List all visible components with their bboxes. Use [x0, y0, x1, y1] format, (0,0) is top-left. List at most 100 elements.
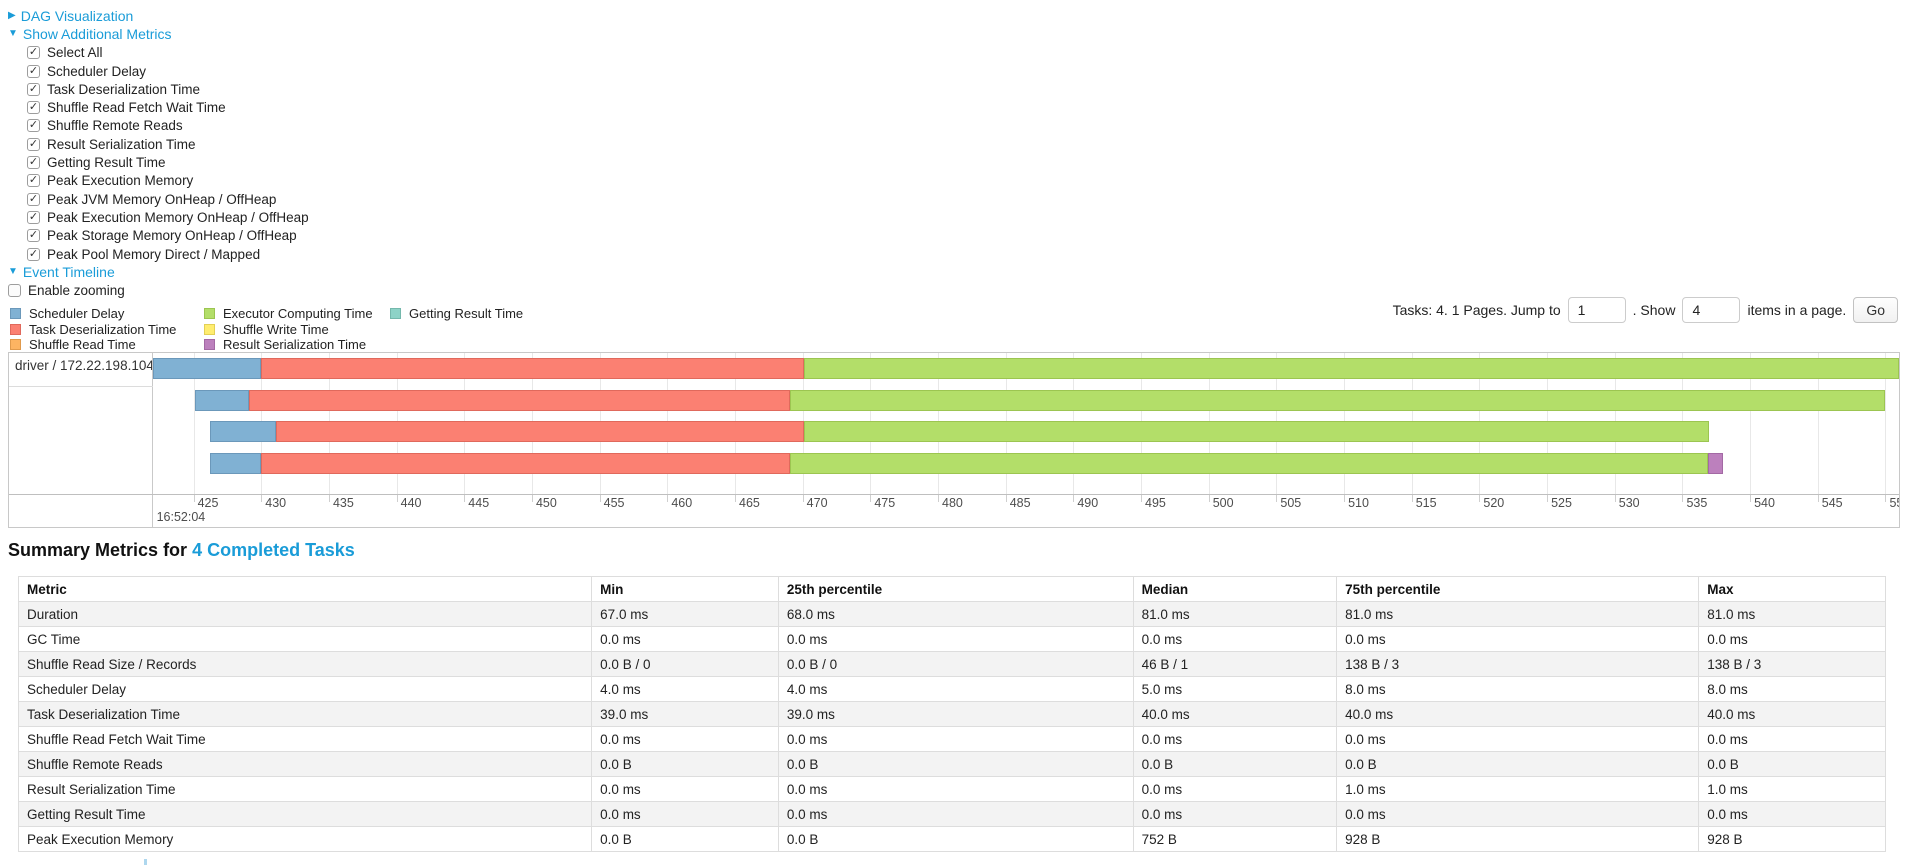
summary-cell: 0.0 ms	[591, 776, 779, 802]
stage-controls: ▶ DAG Visualization ▼ Show Additional Me…	[8, 7, 309, 300]
axis-tick	[1141, 495, 1143, 502]
summary-cell: 0.0 ms	[591, 726, 779, 752]
axis-tick	[1682, 495, 1684, 502]
summary-cell: 0.0 ms	[777, 776, 1134, 802]
timeline-bar-result_serialization[interactable]	[1708, 453, 1724, 474]
axis-tick-label: 475	[874, 496, 896, 510]
axis-tick	[396, 495, 398, 502]
axis-tick-label: 455	[603, 496, 625, 510]
timeline-bar-deserialization[interactable]	[276, 421, 805, 442]
timeline-bar-executor_computing[interactable]	[790, 453, 1709, 474]
col-header-median: Median	[1132, 576, 1338, 602]
legend-label-task-deserialization-time: Task Deserialization Time	[29, 321, 177, 337]
event-timeline-toggle[interactable]: ▼ Event Timeline	[8, 263, 309, 281]
timeline-bar-executor_computing[interactable]	[804, 421, 1710, 442]
axis-tick	[531, 495, 533, 502]
summary-cell: 138 B / 3	[1698, 651, 1886, 677]
checkbox-peak-storage-memory-onheap-offheap[interactable]: ✓	[27, 229, 40, 243]
timeline-bar-scheduler_delay[interactable]	[153, 358, 262, 379]
summary-cell: 0.0 B	[777, 751, 1134, 777]
checkbox-label-shuffle-read-fetch-wait-time: Shuffle Read Fetch Wait Time	[47, 100, 226, 116]
checkbox-peak-execution-memory[interactable]: ✓	[27, 174, 40, 188]
legend-column: Scheduler Delay Task Deserialization Time…	[10, 306, 204, 353]
axis-tick-label: 530	[1618, 496, 1640, 510]
metric-name-cell: Shuffle Read Size / Records	[17, 651, 593, 677]
axis-tick-label: 525	[1551, 496, 1572, 510]
enable-zooming-checkbox[interactable]	[8, 284, 21, 298]
clipped-next-section-artifact	[144, 859, 147, 865]
expanded-arrow-icon: ▼	[8, 28, 18, 40]
axis-tick-label: 460	[671, 496, 693, 510]
checkbox-peak-execution-memory-onheap-offheap[interactable]: ✓	[27, 210, 40, 224]
time-axis-line	[9, 494, 1899, 495]
axis-tick-label: 520	[1483, 496, 1505, 510]
timeline-group-column: driver / 172.22.198.104	[9, 353, 153, 527]
show-additional-metrics-toggle[interactable]: ▼ Show Additional Metrics	[8, 25, 309, 43]
axis-tick-label: 540	[1754, 496, 1775, 510]
checkbox-peak-pool-memory-direct-mapped[interactable]: ✓	[27, 247, 40, 261]
completed-tasks-link[interactable]: 4 Completed Tasks	[192, 540, 355, 560]
summary-cell: 1.0 ms	[1336, 776, 1700, 802]
summary-cell: 0.0 ms	[1698, 626, 1886, 652]
summary-cell: 1.0 ms	[1698, 776, 1886, 802]
table-row-shuffle-remote-reads: Shuffle Remote Reads 0.0 B 0.0 B 0.0 B 0.0 B…	[17, 751, 1886, 777]
axis-tick-label: 480	[942, 496, 963, 510]
legend-label-shuffle-write-time: Shuffle Write Time	[223, 321, 329, 337]
table-row-scheduler-delay: Scheduler Delay 4.0 ms 4.0 ms 5.0 ms 8.0 ms 8…	[17, 676, 1886, 702]
table-row-result-serialization-time: Result Serialization Time 0.0 ms 0.0 ms 0.0…	[17, 776, 1886, 802]
checkbox-scheduler-delay[interactable]: ✓	[27, 64, 40, 78]
timeline-bar-deserialization[interactable]	[261, 453, 791, 474]
timeline-bar-deserialization[interactable]	[261, 358, 804, 379]
items-per-page-input[interactable]	[1682, 297, 1741, 323]
axis-tick-label: 535	[1686, 496, 1708, 510]
dag-visualization-label: DAG Visualization	[20, 8, 134, 25]
checkbox-shuffle-remote-reads[interactable]: ✓	[27, 119, 40, 133]
axis-tick-label: 545	[1821, 496, 1843, 510]
task-pagination: Tasks: 4. 1 Pages. Jump to . Show items …	[1393, 297, 1898, 323]
jump-to-page-input[interactable]	[1567, 297, 1626, 323]
legend-label-result-serialization-time: Result Serialization Time	[223, 337, 367, 353]
event-timeline-label: Event Timeline	[22, 264, 115, 281]
axis-tick	[261, 495, 263, 502]
legend-swatch-task-deserialization-time	[10, 323, 21, 335]
checkbox-shuffle-read-fetch-wait-time[interactable]: ✓	[27, 101, 40, 115]
summary-cell: 0.0 ms	[777, 726, 1134, 752]
checkbox-peak-jvm-memory-onheap-offheap[interactable]: ✓	[27, 192, 40, 206]
axis-start-time-label: 16:52:04	[156, 510, 206, 524]
summary-cell: 0.0 ms	[591, 626, 779, 652]
group-divider	[9, 386, 153, 387]
axis-tick-label: 470	[806, 496, 828, 510]
summary-cell: 0.0 B	[1132, 751, 1338, 777]
axis-tick	[1208, 495, 1210, 502]
summary-cell: 0.0 B	[1336, 751, 1700, 777]
col-header-metric: Metric	[17, 576, 593, 602]
timeline-bar-scheduler_delay[interactable]	[209, 453, 262, 474]
summary-cell: 928 B	[1698, 826, 1886, 852]
summary-cell: 0.0 ms	[1336, 726, 1700, 752]
metric-name-cell: Shuffle Read Fetch Wait Time	[17, 726, 593, 752]
axis-tick	[193, 495, 195, 502]
summary-cell: 0.0 ms	[1132, 726, 1338, 752]
summary-cell: 0.0 ms	[1132, 626, 1338, 652]
checkbox-result-serialization-time[interactable]: ✓	[27, 137, 40, 151]
legend-label-getting-result-time: Getting Result Time	[409, 306, 524, 322]
summary-cell: 40.0 ms	[1698, 701, 1886, 727]
checkbox-task-deserialization-time[interactable]: ✓	[27, 82, 40, 96]
summary-cell: 752 B	[1132, 826, 1338, 852]
timeline-bar-scheduler_delay[interactable]	[194, 390, 250, 411]
timeline-bar-deserialization[interactable]	[249, 390, 791, 411]
checkbox-select-all[interactable]: ✓	[27, 46, 40, 60]
timeline-bar-executor_computing[interactable]	[804, 358, 1899, 379]
summary-cell: 0.0 B / 0	[591, 651, 779, 677]
summary-cell: 46 B / 1	[1132, 651, 1338, 677]
timeline-bar-executor_computing[interactable]	[790, 390, 1886, 411]
summary-cell: 8.0 ms	[1698, 676, 1886, 702]
show-additional-metrics-label: Show Additional Metrics	[22, 26, 172, 43]
timeline-bar-scheduler_delay[interactable]	[209, 421, 277, 442]
go-button[interactable]: Go	[1853, 297, 1898, 323]
axis-tick	[870, 495, 872, 502]
checkbox-getting-result-time[interactable]: ✓	[27, 156, 40, 170]
legend-column: Getting Result Time	[390, 306, 523, 322]
dag-visualization-toggle[interactable]: ▶ DAG Visualization	[8, 7, 309, 25]
metric-checkbox-row: ✓ Peak Pool Memory Direct / Mapped	[8, 245, 309, 263]
